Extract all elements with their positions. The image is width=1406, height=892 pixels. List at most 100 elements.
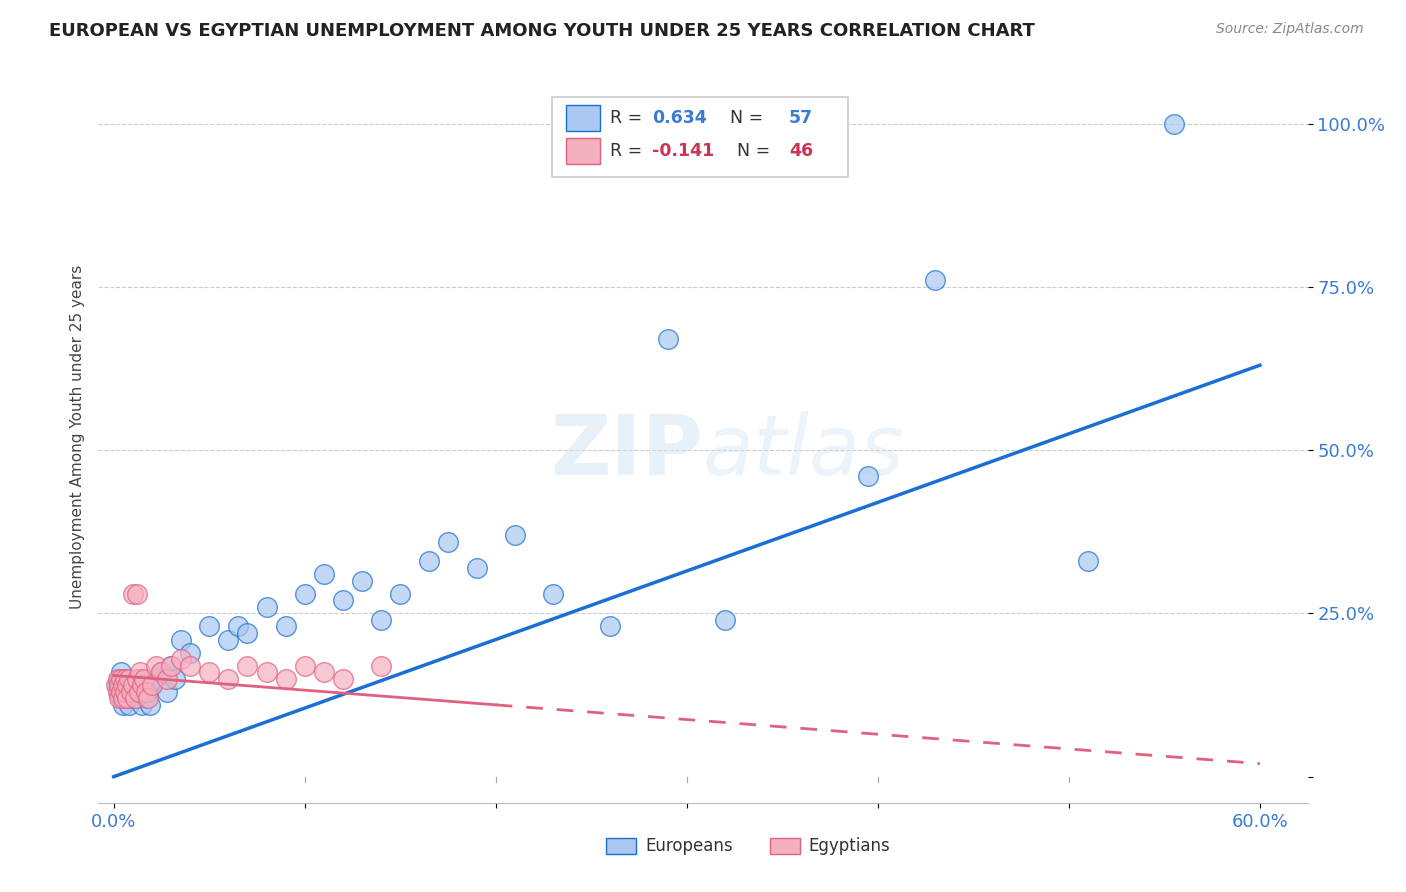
Point [714, 613, 737, 627]
Point [124, 691, 146, 706]
Point [236, 658, 259, 673]
Point [150, 665, 173, 680]
Text: -0.141: -0.141 [652, 142, 714, 160]
Point [108, 678, 131, 692]
Point [107, 678, 129, 692]
Point [108, 691, 131, 706]
Point [198, 665, 221, 680]
Point [370, 658, 392, 673]
Text: Europeans: Europeans [645, 837, 733, 855]
Point [139, 698, 162, 712]
Point [156, 685, 179, 699]
Point [350, 574, 373, 588]
Point [465, 560, 488, 574]
Point [125, 672, 148, 686]
Point [112, 698, 135, 712]
Point [169, 652, 191, 666]
Point [150, 665, 173, 680]
Point [104, 678, 127, 692]
Point [129, 672, 152, 686]
FancyBboxPatch shape [769, 838, 800, 854]
Point [108, 672, 131, 686]
Point [110, 685, 132, 699]
FancyBboxPatch shape [551, 97, 848, 178]
Point [141, 678, 163, 692]
Point [134, 672, 156, 686]
Point [121, 587, 143, 601]
Point [163, 672, 186, 686]
Point [236, 626, 259, 640]
Point [121, 678, 143, 692]
Point [141, 678, 163, 692]
Point [274, 672, 297, 686]
Point [256, 599, 278, 614]
Point [541, 587, 564, 601]
Point [657, 332, 679, 346]
Text: 46: 46 [789, 142, 813, 160]
FancyBboxPatch shape [567, 105, 600, 131]
Text: R =: R = [610, 142, 648, 160]
Point [112, 678, 135, 692]
Point [332, 672, 354, 686]
Point [124, 685, 146, 699]
Point [145, 658, 167, 673]
Point [179, 658, 201, 673]
Point [134, 678, 156, 692]
Point [110, 672, 132, 686]
Text: R =: R = [610, 109, 648, 128]
Point [128, 691, 150, 706]
Point [217, 672, 239, 686]
Point [389, 587, 412, 601]
Y-axis label: Unemployment Among Youth under 25 years: Unemployment Among Youth under 25 years [69, 265, 84, 609]
Text: EUROPEAN VS EGYPTIAN UNEMPLOYMENT AMONG YOUTH UNDER 25 YEARS CORRELATION CHART: EUROPEAN VS EGYPTIAN UNEMPLOYMENT AMONG … [49, 22, 1035, 40]
Point [1163, 117, 1185, 131]
Point [129, 665, 152, 680]
Point [256, 665, 278, 680]
Point [107, 685, 129, 699]
Point [120, 678, 142, 692]
Point [370, 613, 392, 627]
Point [145, 672, 167, 686]
Point [156, 672, 179, 686]
Point [332, 593, 354, 607]
Point [312, 567, 335, 582]
Point [121, 691, 143, 706]
Point [120, 685, 142, 699]
Point [107, 672, 129, 686]
FancyBboxPatch shape [606, 838, 637, 854]
Point [294, 658, 316, 673]
Point [115, 678, 138, 692]
Text: N =: N = [737, 142, 776, 160]
Point [274, 619, 297, 633]
Point [128, 685, 150, 699]
Point [112, 678, 135, 692]
Point [115, 678, 138, 692]
Point [294, 587, 316, 601]
Point [110, 691, 132, 706]
Point [312, 665, 335, 680]
Point [136, 691, 159, 706]
Point [135, 685, 157, 699]
Point [226, 619, 249, 633]
Point [118, 685, 141, 699]
Text: Egyptians: Egyptians [808, 837, 890, 855]
Text: 0.634: 0.634 [652, 109, 707, 128]
Point [115, 691, 138, 706]
Point [179, 646, 201, 660]
Point [135, 691, 157, 706]
Point [108, 685, 131, 699]
Point [858, 469, 880, 483]
Point [110, 665, 132, 680]
FancyBboxPatch shape [567, 138, 600, 164]
Point [125, 587, 148, 601]
Point [217, 632, 239, 647]
Point [131, 698, 153, 712]
Point [160, 658, 183, 673]
Point [418, 554, 440, 568]
Point [118, 672, 141, 686]
Point [198, 619, 221, 633]
Point [437, 534, 460, 549]
Point [1077, 554, 1099, 568]
Text: N =: N = [718, 109, 769, 128]
Point [114, 685, 136, 699]
